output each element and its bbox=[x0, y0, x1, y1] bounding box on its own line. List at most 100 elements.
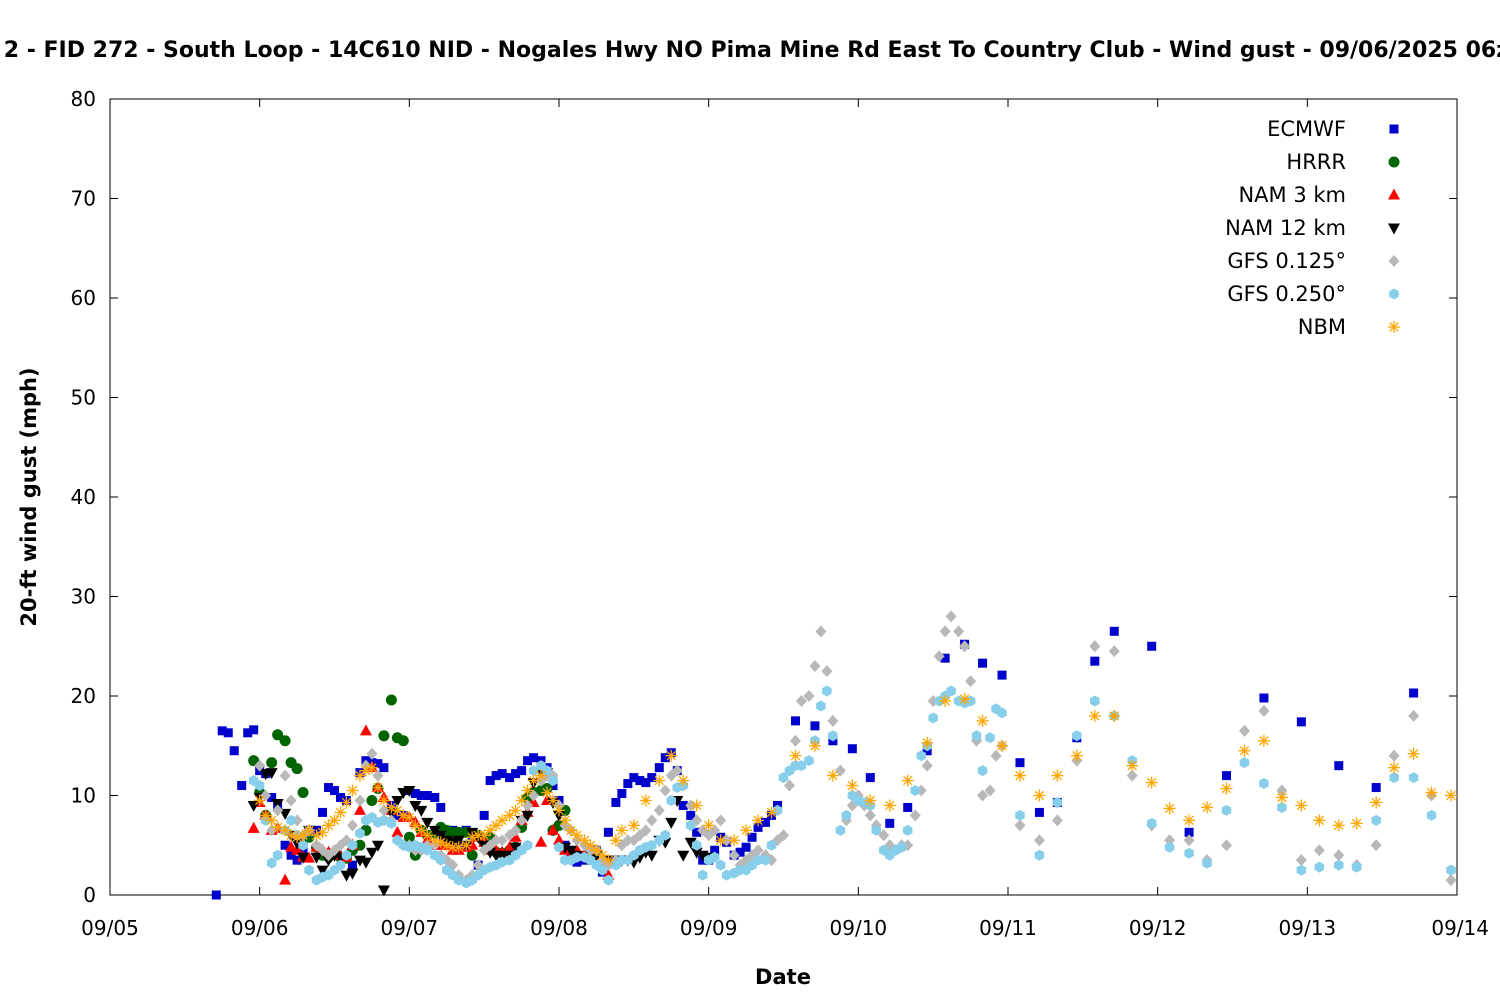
data-point bbox=[503, 840, 516, 852]
data-point bbox=[535, 769, 548, 782]
data-point bbox=[804, 755, 814, 767]
star-stroke bbox=[617, 825, 627, 836]
star-stroke bbox=[373, 782, 383, 793]
data-point bbox=[541, 786, 554, 799]
data-point bbox=[778, 829, 789, 842]
y-tick-label: 70 bbox=[71, 187, 96, 211]
data-point bbox=[403, 786, 416, 798]
y-tick-label: 50 bbox=[71, 386, 96, 410]
data-point bbox=[728, 849, 740, 862]
star-stroke bbox=[548, 795, 558, 806]
data-point bbox=[391, 795, 404, 807]
star-stroke bbox=[603, 855, 614, 865]
star-stroke bbox=[1371, 797, 1381, 808]
data-point bbox=[815, 625, 827, 638]
data-point bbox=[1389, 772, 1399, 784]
star-stroke bbox=[542, 787, 552, 798]
data-point bbox=[353, 803, 366, 815]
data-point bbox=[665, 749, 678, 762]
data-point bbox=[645, 850, 658, 862]
data-point bbox=[623, 779, 633, 789]
data-point bbox=[826, 769, 839, 782]
data-point bbox=[452, 841, 465, 854]
data-point bbox=[697, 869, 708, 881]
data-point bbox=[291, 763, 303, 775]
star-stroke bbox=[1408, 749, 1419, 759]
data-point bbox=[409, 800, 422, 812]
data-point bbox=[570, 829, 583, 842]
data-point bbox=[916, 750, 926, 762]
star-stroke bbox=[1314, 815, 1325, 826]
star-stroke bbox=[504, 810, 515, 821]
y-tick-label: 60 bbox=[71, 286, 96, 310]
star-stroke bbox=[335, 807, 346, 818]
star-stroke bbox=[741, 825, 751, 836]
data-point bbox=[685, 819, 696, 831]
data-point bbox=[421, 817, 434, 829]
data-points bbox=[211, 610, 1458, 900]
data-point bbox=[318, 807, 328, 817]
data-point bbox=[921, 736, 934, 749]
data-point bbox=[1221, 839, 1233, 852]
star-stroke bbox=[442, 840, 452, 850]
data-point bbox=[391, 804, 404, 817]
data-point bbox=[1408, 772, 1419, 784]
data-point bbox=[1238, 744, 1251, 757]
data-point bbox=[1051, 769, 1064, 782]
data-point bbox=[671, 764, 683, 777]
data-point bbox=[1370, 839, 1382, 852]
legend-label: NAM 12 km bbox=[1225, 216, 1346, 240]
data-point bbox=[597, 864, 608, 876]
data-point bbox=[1425, 786, 1438, 799]
data-point bbox=[509, 804, 522, 817]
data-point bbox=[572, 851, 582, 863]
data-point bbox=[365, 847, 378, 859]
data-point bbox=[1202, 857, 1212, 869]
data-point bbox=[484, 824, 497, 837]
star-stroke bbox=[254, 795, 265, 806]
data-point bbox=[971, 730, 982, 742]
data-point bbox=[466, 831, 479, 844]
data-point bbox=[871, 824, 882, 836]
data-point bbox=[371, 840, 384, 852]
data-point bbox=[496, 834, 508, 847]
data-point bbox=[702, 819, 715, 832]
data-point bbox=[828, 730, 838, 742]
data-point bbox=[466, 838, 479, 850]
data-point bbox=[1147, 641, 1157, 651]
star-stroke bbox=[703, 820, 714, 831]
data-point bbox=[728, 834, 741, 847]
legend-marker bbox=[1388, 223, 1400, 235]
data-point bbox=[1072, 730, 1082, 742]
data-point bbox=[721, 869, 732, 881]
data-point bbox=[434, 836, 447, 849]
data-point bbox=[1108, 645, 1120, 658]
star-stroke bbox=[392, 805, 403, 816]
data-point bbox=[1034, 849, 1045, 861]
data-point bbox=[237, 781, 247, 791]
data-point bbox=[1033, 834, 1045, 847]
data-point bbox=[1388, 749, 1400, 762]
data-point bbox=[835, 824, 846, 836]
data-point bbox=[796, 760, 807, 772]
data-point bbox=[933, 650, 945, 663]
data-point bbox=[1090, 656, 1100, 666]
star-stroke bbox=[585, 840, 596, 850]
data-point bbox=[328, 814, 341, 827]
data-point bbox=[366, 794, 378, 806]
data-point bbox=[709, 851, 720, 863]
data-point bbox=[690, 799, 703, 812]
data-point bbox=[379, 763, 389, 773]
y-tick-label: 40 bbox=[71, 485, 96, 509]
data-point bbox=[939, 625, 951, 638]
data-point bbox=[1295, 799, 1308, 812]
data-point bbox=[346, 819, 358, 832]
data-point bbox=[940, 653, 950, 663]
data-point bbox=[1350, 817, 1363, 830]
data-point bbox=[1239, 757, 1250, 769]
star-stroke bbox=[1109, 711, 1119, 721]
data-point bbox=[247, 821, 260, 833]
data-point bbox=[741, 842, 751, 852]
data-point bbox=[766, 839, 777, 851]
data-point bbox=[1296, 864, 1307, 876]
